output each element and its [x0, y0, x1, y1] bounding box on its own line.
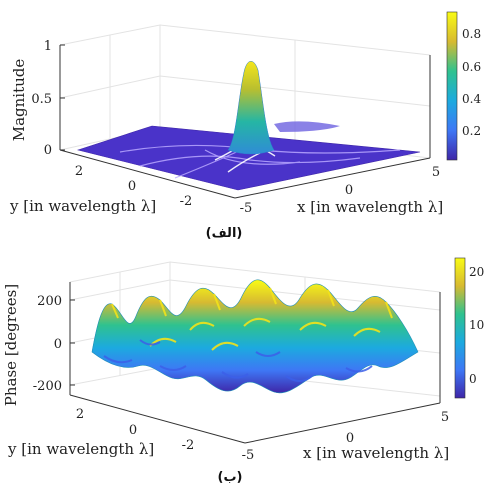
magnitude-x-tick-label: -5	[240, 201, 253, 216]
magnitude-colorbar: 0.8 0.6 0.4 0.2	[446, 11, 481, 161]
magnitude-z-tick-label: 1	[44, 39, 52, 54]
magnitude-y-tick-label: 0	[128, 179, 136, 194]
magnitude-caption: (الف)	[206, 226, 243, 241]
magnitude-y-ticks: 2 0 -2	[75, 164, 192, 209]
phase-y-tick-label: 0	[129, 423, 137, 438]
magnitude-x-label: x [in wavelength λ]	[297, 198, 443, 216]
magnitude-plot: 1 0.5 0 Magnitude 2 0 -2 y [in wavelengt…	[9, 11, 481, 241]
magnitude-z-tick-label: 0	[44, 143, 52, 158]
phase-y-tick-label: 2	[76, 407, 84, 422]
phase-colorbar-tick: 200	[469, 265, 485, 279]
phase-z-tick-label: -200	[33, 379, 62, 394]
phase-z-ticks: 200 0 -200	[33, 294, 75, 394]
magnitude-colorbar-tick: 0.4	[462, 92, 481, 106]
phase-y-label: y [in wavelength λ]	[7, 440, 154, 458]
phase-x-tick-label: 0	[346, 431, 354, 446]
phase-surface-troughs	[103, 339, 373, 382]
phase-x-label: x [in wavelength λ]	[303, 444, 449, 462]
phase-y-tick-label: -2	[182, 438, 195, 453]
magnitude-z-label: Magnitude	[10, 59, 28, 142]
phase-z-tick-label: 200	[37, 294, 62, 309]
magnitude-x-tick-label: 5	[432, 165, 440, 180]
magnitude-y-tick-label: -2	[180, 194, 193, 209]
magnitude-z-tick-label: 0.5	[31, 92, 52, 107]
phase-x-tick-label: 5	[441, 410, 449, 425]
phase-plot: 200 0 -200 Phase [degrees] 2 0 -2 y [in …	[2, 257, 485, 485]
magnitude-x-tick-label: 0	[345, 183, 353, 198]
phase-surface-crests	[111, 287, 393, 351]
phase-colorbar: 200 100 0	[454, 257, 485, 399]
magnitude-y-label: y [in wavelength λ]	[9, 197, 156, 215]
magnitude-colorbar-tick: 0.2	[462, 124, 481, 138]
magnitude-colorbar-tick: 0.8	[462, 27, 481, 41]
magnitude-peak	[227, 61, 275, 155]
phase-axis-lines	[69, 282, 441, 444]
phase-caption: (ب)	[218, 470, 243, 485]
magnitude-z-ticks: 1 0.5 0	[31, 39, 65, 158]
phase-x-tick-label: -5	[242, 448, 255, 463]
phase-surface	[91, 279, 419, 394]
phase-colorbar-tick: 100	[469, 318, 485, 332]
phase-z-tick-label: 0	[54, 337, 62, 352]
magnitude-y-tick-label: 2	[75, 164, 83, 179]
magnitude-colorbar-tick: 0.6	[462, 60, 481, 74]
phase-y-ticks: 2 0 -2	[76, 407, 194, 453]
magnitude-sidelobe	[274, 121, 340, 132]
phase-x-ticks: -5 0 5	[242, 410, 449, 463]
magnitude-x-ticks: -5 0 5	[240, 165, 440, 216]
phase-z-label: Phase [degrees]	[2, 284, 20, 406]
phase-colorbar-tick: 0	[469, 372, 477, 386]
